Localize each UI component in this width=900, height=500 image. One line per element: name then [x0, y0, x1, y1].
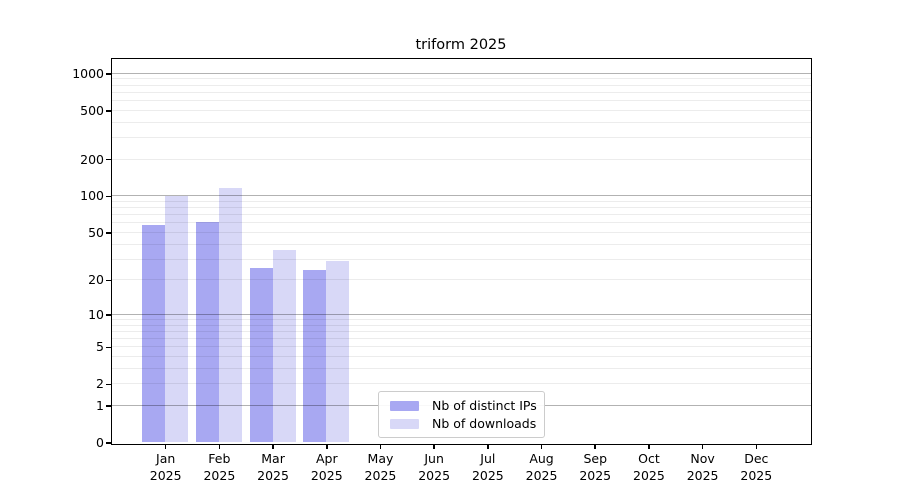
legend-label-downloads: Nb of downloads: [432, 415, 537, 431]
x-tick-mark: [379, 444, 382, 449]
y-gridline-minor: [111, 346, 811, 348]
x-tick-mark: [164, 444, 167, 449]
x-tick-mark: [540, 444, 543, 449]
bar-downloads: [326, 260, 350, 443]
x-tick-label: Apr 2025: [310, 451, 343, 483]
y-gridline-minor: [111, 383, 811, 385]
x-tick-mark: [701, 444, 704, 449]
y-gridline-minor: [111, 324, 811, 326]
y-gridline-minor: [111, 330, 811, 332]
x-tick-mark: [755, 444, 758, 449]
y-gridline-minor: [111, 338, 811, 340]
y-tick-mark: [105, 314, 111, 316]
y-gridline-minor: [111, 91, 811, 93]
bar-distinct-ips: [303, 270, 327, 443]
x-tick-label: Mar 2025: [257, 451, 289, 483]
y-gridline-minor: [111, 355, 811, 357]
y-gridline-minor: [111, 222, 811, 224]
legend-item-downloads: Nb of downloads: [390, 415, 544, 431]
y-tick-label: 5: [96, 339, 104, 355]
y-gridline-minor: [111, 109, 811, 111]
legend-swatch-downloads: [390, 418, 419, 429]
y-gridline-minor: [111, 367, 811, 369]
x-tick-label: Jan 2025: [149, 451, 182, 483]
y-tick-label: 200: [80, 151, 104, 167]
x-tick-label: May 2025: [364, 451, 397, 483]
bar-downloads: [272, 249, 296, 443]
y-gridline-minor: [111, 318, 811, 320]
y-tick-mark: [105, 110, 111, 112]
x-tick-label: Dec 2025: [740, 451, 773, 483]
y-gridline-major: [111, 195, 811, 197]
x-tick-mark: [272, 444, 274, 449]
y-tick-label: 20: [88, 272, 104, 288]
plot-canvas: [111, 59, 811, 444]
y-tick-mark: [105, 232, 111, 234]
y-tick-label: 50: [88, 224, 104, 240]
y-gridline-minor: [111, 243, 811, 245]
bar-distinct-ips: [142, 224, 166, 443]
x-tick-label: Jun 2025: [418, 451, 451, 483]
y-gridline-minor: [111, 279, 811, 281]
y-tick-label: 0: [96, 435, 104, 450]
y-tick-mark: [105, 158, 111, 161]
bar-distinct-ips: [249, 268, 273, 443]
bar-distinct-ips: [195, 221, 219, 443]
y-tick-mark: [105, 405, 111, 407]
y-gridline-minor: [111, 121, 811, 123]
y-gridline-minor: [111, 207, 811, 209]
y-gridline-major: [111, 313, 811, 315]
y-tick-label: 10: [88, 306, 104, 322]
y-gridline-minor: [111, 84, 811, 86]
y-gridline-major: [111, 72, 811, 74]
y-gridline-minor: [111, 158, 811, 160]
x-tick-label: Oct 2025: [633, 451, 665, 483]
y-gridline-minor: [111, 258, 811, 260]
y-tick-mark: [105, 279, 111, 282]
y-tick-mark: [105, 73, 111, 75]
y-tick-label: 2: [96, 376, 104, 392]
x-tick-mark: [594, 444, 596, 449]
y-tick-label: 1000: [72, 65, 104, 81]
x-tick-mark: [487, 444, 489, 449]
y-tick-mark: [105, 442, 111, 444]
y-gridline-minor: [111, 137, 811, 139]
plot-area: [110, 57, 812, 445]
x-tick-mark: [218, 444, 221, 449]
legend-item-distinct-ips: Nb of distinct IPs: [390, 397, 544, 413]
x-tick-label: Feb 2025: [203, 451, 236, 483]
y-tick-mark: [105, 195, 111, 198]
y-gridline-minor: [111, 231, 811, 233]
bar-downloads: [218, 187, 242, 443]
y-tick-label: 1: [96, 397, 104, 413]
legend-swatch-distinct-ips: [390, 400, 419, 411]
x-tick-mark: [433, 444, 435, 449]
y-tick-label: 100: [80, 188, 104, 204]
y-gridline-minor: [111, 100, 811, 102]
y-tick-label: 500: [80, 102, 104, 118]
x-tick-label: Jul 2025: [471, 451, 504, 483]
x-tick-label: Nov 2025: [686, 451, 719, 483]
legend: Nb of distinct IPs Nb of downloads: [378, 391, 545, 438]
x-tick-mark: [648, 444, 650, 449]
x-tick-label: Sep 2025: [579, 451, 612, 483]
y-gridline-minor: [111, 78, 811, 80]
legend-label-distinct-ips: Nb of distinct IPs: [432, 397, 537, 413]
y-gridline-minor: [111, 200, 811, 202]
x-tick-label: Aug 2025: [525, 451, 558, 483]
chart-title: triform 2025: [415, 37, 507, 53]
y-gridline-minor: [111, 214, 811, 216]
bar-downloads: [165, 195, 189, 443]
y-tick-mark: [105, 383, 111, 386]
y-tick-mark: [105, 346, 111, 348]
x-tick-mark: [326, 444, 328, 449]
